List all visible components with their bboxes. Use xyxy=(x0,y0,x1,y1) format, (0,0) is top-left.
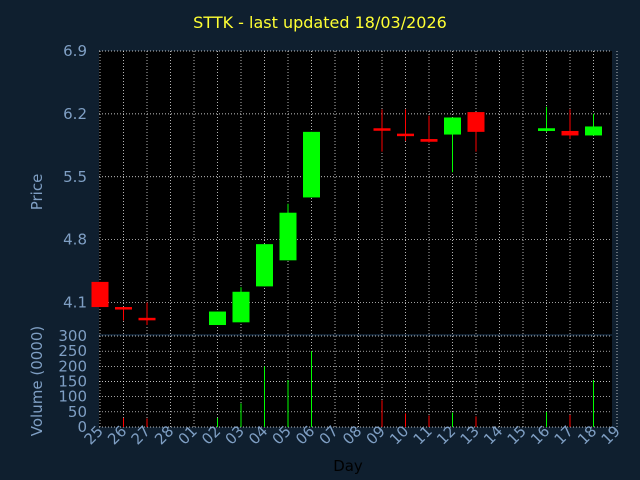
volume-tick-label: 200 xyxy=(58,357,87,375)
candle-body xyxy=(420,139,438,142)
price-tick-label: 4.8 xyxy=(63,231,87,249)
price-tick-label: 5.5 xyxy=(63,168,87,186)
candle-body xyxy=(209,311,226,326)
volume-tick-label: 0 xyxy=(77,418,87,436)
candle-body xyxy=(256,244,273,287)
candlesticks xyxy=(91,106,602,326)
volume-tick-label: 300 xyxy=(58,327,87,345)
volume-plot-area xyxy=(99,336,612,427)
candle-body xyxy=(115,307,132,310)
volume-bars xyxy=(123,351,594,427)
candle-body xyxy=(91,281,109,308)
price-tick-label: 4.1 xyxy=(63,294,87,312)
candle-body xyxy=(138,317,156,321)
candle-body xyxy=(279,212,297,261)
volume-tick-label: 150 xyxy=(58,373,87,391)
chart-title: STTK - last updated 18/03/2026 xyxy=(193,13,447,32)
price-tick-label: 6.9 xyxy=(63,42,87,60)
volume-axis-label: Volume (0000) xyxy=(28,326,46,436)
x-axis-label: Day xyxy=(333,457,363,475)
candle-body xyxy=(585,126,602,136)
volume-tick-label: 250 xyxy=(58,342,87,360)
volume-tick-label: 100 xyxy=(58,388,87,406)
candle-body xyxy=(444,117,461,135)
candle-body xyxy=(303,131,320,198)
candle-body xyxy=(467,112,485,132)
candle-body xyxy=(561,130,579,136)
candle-body xyxy=(232,291,250,323)
price-axis-label: Price xyxy=(28,174,46,211)
candle-body xyxy=(538,128,555,131)
price-tick-label: 6.2 xyxy=(63,105,87,123)
price-plot-area xyxy=(99,51,612,334)
x-tick-labels: 2526272801020304050607080910111213141516… xyxy=(81,422,624,448)
volume-tick-label: 50 xyxy=(68,403,87,421)
candle-body xyxy=(373,128,391,131)
candle-body xyxy=(397,133,414,137)
